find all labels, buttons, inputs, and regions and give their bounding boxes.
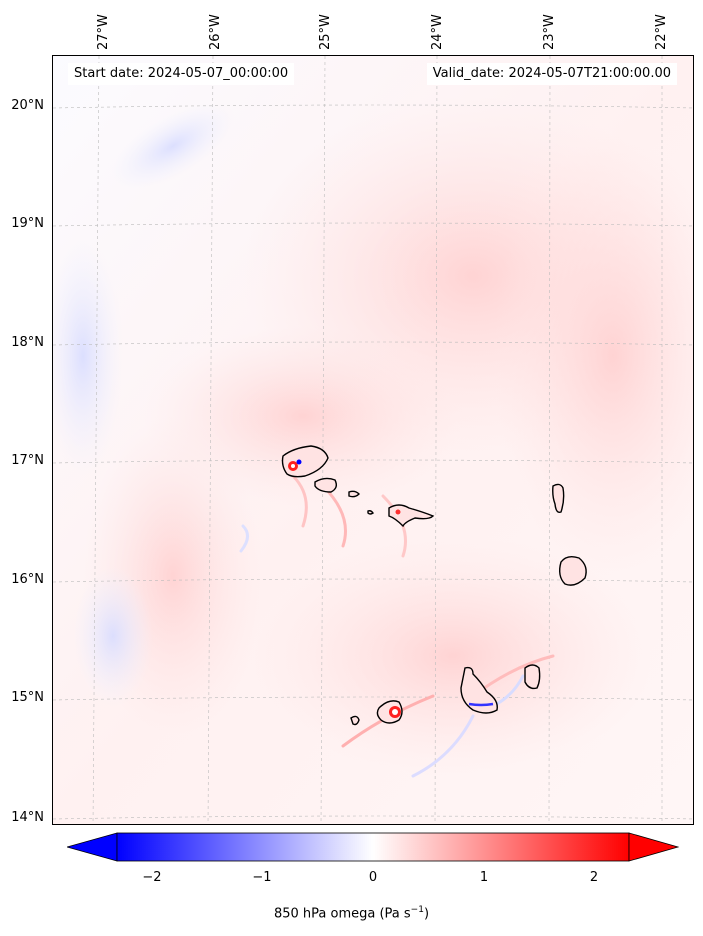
island-santa-luzia	[348, 490, 360, 498]
longitude-tick-label: 26°W	[208, 14, 223, 50]
valid-date-label: Valid_date: 2024-05-07T21:00:00.00	[426, 63, 677, 85]
latitude-tick-label: 19°N	[11, 216, 44, 231]
colorbar-label-text: 850 hPa omega (Pa s	[273, 906, 411, 922]
latitude-tick-label: 14°N	[11, 810, 44, 825]
longitude-tick-label: 24°W	[430, 14, 445, 50]
map-plot-area	[52, 55, 694, 825]
colorbar-tick-label: −2	[142, 870, 162, 885]
omega-positive-region	[493, 136, 693, 576]
longitude-tick-label: 23°W	[542, 14, 557, 50]
colorbar	[67, 832, 679, 862]
latitude-tick-label: 18°N	[11, 335, 44, 350]
colorbar-tick-label: 1	[479, 870, 489, 885]
latitude-tick-label: 15°N	[11, 690, 44, 705]
island-sao-vicente	[314, 477, 338, 493]
colorbar-tick-label: 2	[589, 870, 599, 885]
colorbar-label: 850 hPa omega (Pa s−1)	[0, 905, 703, 921]
colorbar-label-exponent: −1	[410, 905, 424, 915]
latitude-tick-label: 20°N	[11, 98, 44, 113]
island-sao-nicolau	[388, 504, 435, 528]
colorbar-tick-label: 0	[368, 870, 378, 885]
latitude-tick-label: 16°N	[11, 572, 44, 587]
island-boa-vista	[558, 555, 587, 586]
omega-positive-region	[253, 536, 653, 776]
graticule	[53, 56, 693, 824]
omega-cores	[288, 459, 494, 718]
latitude-tick-label: 17°N	[11, 453, 44, 468]
omega-field-map	[53, 56, 693, 824]
start-date-label: Start date: 2024-05-07_00:00:00	[68, 63, 295, 85]
island-brava	[350, 715, 360, 726]
longitude-tick-label: 22°W	[654, 14, 669, 50]
island-razo	[367, 510, 374, 515]
omega-negative-region	[53, 236, 123, 476]
omega-negative-region	[73, 566, 153, 706]
colorbar-extend-min	[67, 832, 118, 862]
longitude-tick-label: 25°W	[318, 14, 333, 50]
island-maio	[524, 664, 541, 690]
longitude-tick-label: 27°W	[96, 14, 111, 50]
colorbar-tick-label: −1	[252, 870, 272, 885]
island-sal	[552, 483, 565, 514]
colorbar-extend-max	[628, 832, 679, 862]
colorbar-label-close: )	[423, 906, 430, 922]
coastlines	[281, 445, 587, 726]
omega-negative-region	[110, 102, 236, 190]
island-santiago	[460, 666, 498, 714]
colorbar-body	[116, 832, 630, 862]
